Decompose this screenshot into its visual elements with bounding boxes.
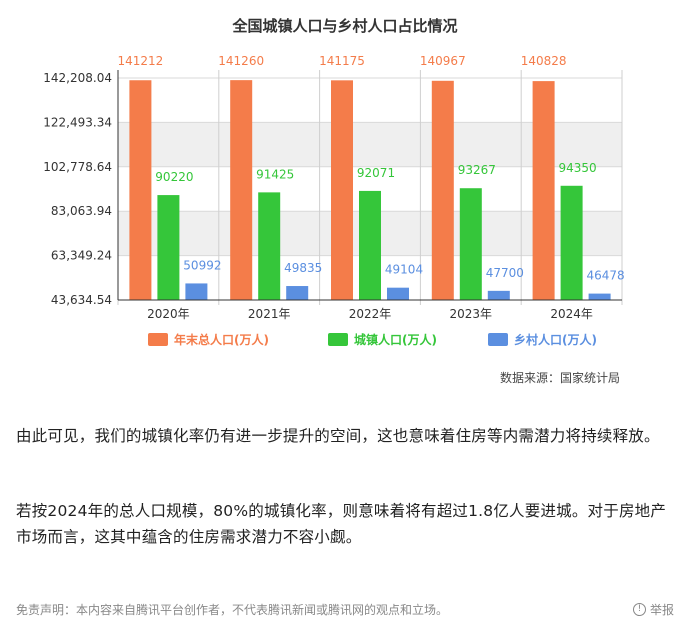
x-tick-label: 2022年 xyxy=(349,307,392,321)
data-label: 141175 xyxy=(319,54,365,68)
data-label: 141260 xyxy=(218,54,264,68)
data-label: 140828 xyxy=(521,54,567,68)
bar xyxy=(359,190,381,300)
y-tick-label: 83,063.94 xyxy=(51,204,112,218)
bar xyxy=(129,80,152,300)
alert-circle-icon: ! xyxy=(632,603,646,616)
data-label: 49104 xyxy=(385,263,423,277)
data-label: 91425 xyxy=(256,167,294,181)
x-tick-label: 2021年 xyxy=(248,307,291,321)
legend-label[interactable]: 乡村人口(万人) xyxy=(514,332,597,347)
data-label: 46478 xyxy=(587,269,625,283)
report-label: 举报 xyxy=(649,603,674,617)
bar xyxy=(459,188,482,300)
data-label: 140967 xyxy=(420,54,466,68)
bar xyxy=(431,80,454,300)
bar xyxy=(258,192,281,300)
legend-label[interactable]: 年末总人口(万人) xyxy=(174,332,269,347)
data-label: 94350 xyxy=(559,161,597,175)
y-tick-label: 142,208.04 xyxy=(43,71,112,85)
data-label: 92071 xyxy=(357,166,395,180)
population-chart: 全国城镇人口与乡村人口占比情况 43,634.54 63,349.24 83,063… xyxy=(43,17,625,385)
footer: 免责声明：本内容来自腾讯平台创作者，不代表腾讯新闻或腾讯网的观点和立场。 ! 举… xyxy=(16,601,674,621)
data-label: 141212 xyxy=(117,54,163,68)
legend-swatch[interactable] xyxy=(148,333,168,346)
bar xyxy=(230,80,253,301)
data-label: 50992 xyxy=(183,258,221,272)
chart-axes: 2020年 2021年 2022年 2023年 2024年 xyxy=(117,70,622,321)
bar xyxy=(532,81,555,300)
y-tick-label: 43,634.54 xyxy=(51,293,112,307)
data-label: 90220 xyxy=(155,170,193,184)
bar xyxy=(487,290,510,300)
report-button[interactable]: ! 举报 xyxy=(632,601,674,618)
chart-source: 数据来源：国家统计局 xyxy=(500,370,620,385)
chart-legend: 年末总人口(万人) 城镇人口(万人) 乡村人口(万人) xyxy=(148,332,597,347)
bar xyxy=(331,80,353,300)
y-tick-label: 122,493.34 xyxy=(43,115,112,129)
legend-label[interactable]: 城镇人口(万人) xyxy=(354,332,437,347)
y-tick-label: 63,349.24 xyxy=(51,249,112,263)
chart-title: 全国城镇人口与乡村人口占比情况 xyxy=(231,17,457,35)
data-label: 47700 xyxy=(486,266,524,280)
x-tick-label: 2020年 xyxy=(147,307,190,321)
bar xyxy=(588,293,611,300)
y-tick-label: 102,778.64 xyxy=(43,160,112,174)
article-paragraph-2: 若按2024年的总人口规模，80%的城镇化率，则意味着将有超过1.8亿人要进城。… xyxy=(16,502,667,546)
disclaimer-text: 免责声明：本内容来自腾讯平台创作者，不代表腾讯新闻或腾讯网的观点和立场。 xyxy=(16,603,449,617)
x-tick-label: 2023年 xyxy=(450,307,493,321)
legend-swatch[interactable] xyxy=(328,333,348,346)
x-tick-label: 2024年 xyxy=(550,307,593,321)
article-paragraph-1: 由此可见，我们的城镇化率仍有进一步提升的空间，这也意味着住房等内需潜力将持续释放… xyxy=(16,427,660,445)
bar xyxy=(560,185,583,300)
chart-bars: 141212 90220 50992 141260 91425 49835 141175 92… xyxy=(117,54,625,301)
data-label: 49835 xyxy=(284,261,322,275)
bar xyxy=(157,195,180,300)
bar xyxy=(185,283,208,300)
bar xyxy=(387,287,409,300)
data-label: 93267 xyxy=(458,163,496,177)
legend-swatch[interactable] xyxy=(488,333,508,346)
bar xyxy=(286,286,309,300)
